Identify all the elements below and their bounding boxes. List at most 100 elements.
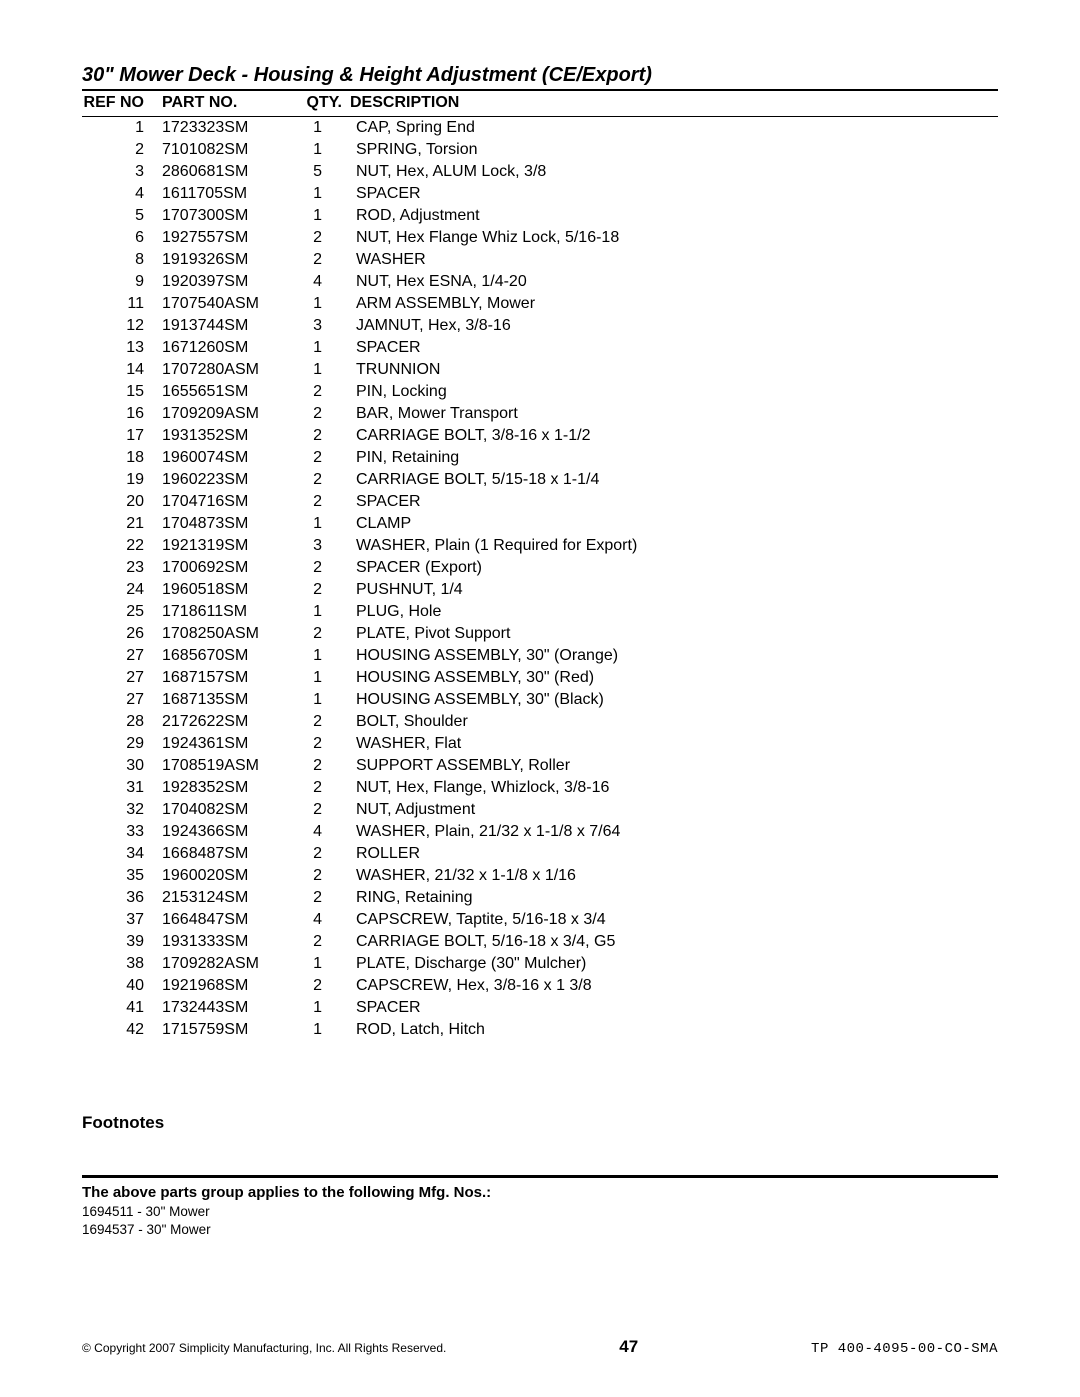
col-header-qty: QTY. (292, 92, 350, 117)
cell-desc: WASHER, Plain, 21/32 x 1-1/8 x 7/64 (350, 821, 998, 843)
cell-part: 1921319SM (162, 535, 292, 557)
cell-qty: 1 (292, 337, 350, 359)
cell-qty: 1 (292, 953, 350, 975)
cell-ref: 22 (82, 535, 162, 557)
cell-part: 1707300SM (162, 205, 292, 227)
cell-ref: 24 (82, 579, 162, 601)
cell-part: 1927557SM (162, 227, 292, 249)
cell-desc: NUT, Adjustment (350, 799, 998, 821)
cell-ref: 21 (82, 513, 162, 535)
cell-qty: 2 (292, 865, 350, 887)
cell-part: 1707540ASM (162, 293, 292, 315)
cell-ref: 23 (82, 557, 162, 579)
cell-qty: 2 (292, 447, 350, 469)
cell-ref: 27 (82, 667, 162, 689)
cell-ref: 31 (82, 777, 162, 799)
table-row: 191960223SM2CARRIAGE BOLT, 5/15-18 x 1-1… (82, 469, 998, 491)
cell-qty: 2 (292, 887, 350, 909)
cell-part: 1924366SM (162, 821, 292, 843)
cell-desc: TRUNNION (350, 359, 998, 381)
cell-ref: 3 (82, 161, 162, 183)
col-header-part: PART NO. (162, 92, 292, 117)
cell-ref: 18 (82, 447, 162, 469)
cell-desc: ROD, Adjustment (350, 205, 998, 227)
cell-ref: 32 (82, 799, 162, 821)
cell-desc: JAMNUT, Hex, 3/8-16 (350, 315, 998, 337)
cell-part: 1919326SM (162, 249, 292, 271)
cell-part: 1687157SM (162, 667, 292, 689)
cell-desc: CAP, Spring End (350, 117, 998, 140)
cell-qty: 4 (292, 271, 350, 293)
cell-ref: 8 (82, 249, 162, 271)
cell-qty: 2 (292, 227, 350, 249)
cell-ref: 1 (82, 117, 162, 140)
cell-qty: 2 (292, 733, 350, 755)
cell-desc: CARRIAGE BOLT, 5/16-18 x 3/4, G5 (350, 931, 998, 953)
table-row: 51707300SM1ROD, Adjustment (82, 205, 998, 227)
cell-part: 1924361SM (162, 733, 292, 755)
cell-qty: 2 (292, 403, 350, 425)
table-row: 201704716SM2SPACER (82, 491, 998, 513)
cell-desc: PLATE, Pivot Support (350, 623, 998, 645)
table-row: 211704873SM1CLAMP (82, 513, 998, 535)
cell-part: 1960518SM (162, 579, 292, 601)
table-row: 351960020SM2WASHER, 21/32 x 1-1/8 x 1/16 (82, 865, 998, 887)
cell-ref: 13 (82, 337, 162, 359)
cell-desc: PUSHNUT, 1/4 (350, 579, 998, 601)
cell-desc: CLAMP (350, 513, 998, 535)
table-row: 241960518SM2PUSHNUT, 1/4 (82, 579, 998, 601)
cell-ref: 28 (82, 711, 162, 733)
cell-qty: 1 (292, 205, 350, 227)
cell-qty: 1 (292, 117, 350, 140)
cell-qty: 2 (292, 249, 350, 271)
table-row: 421715759SM1ROD, Latch, Hitch (82, 1019, 998, 1041)
cell-desc: CARRIAGE BOLT, 5/15-18 x 1-1/4 (350, 469, 998, 491)
cell-qty: 2 (292, 557, 350, 579)
cell-ref: 11 (82, 293, 162, 315)
cell-qty: 2 (292, 755, 350, 777)
cell-desc: PLUG, Hole (350, 601, 998, 623)
cell-part: 1668487SM (162, 843, 292, 865)
cell-part: 1931352SM (162, 425, 292, 447)
cell-desc: ROLLER (350, 843, 998, 865)
table-row: 81919326SM2WASHER (82, 249, 998, 271)
table-header-row: REF NO PART NO. QTY. DESCRIPTION (82, 92, 998, 117)
footer-doc-code: TP 400-4095-00-CO-SMA (811, 1341, 998, 1357)
cell-part: 1708519ASM (162, 755, 292, 777)
cell-desc: NUT, Hex Flange Whiz Lock, 5/16-18 (350, 227, 998, 249)
cell-part: 1715759SM (162, 1019, 292, 1041)
cell-qty: 2 (292, 491, 350, 513)
cell-desc: PLATE, Discharge (30" Mulcher) (350, 953, 998, 975)
cell-qty: 3 (292, 535, 350, 557)
cell-qty: 4 (292, 909, 350, 931)
cell-part: 1723323SM (162, 117, 292, 140)
table-row: 231700692SM2SPACER (Export) (82, 557, 998, 579)
page-footer: © Copyright 2007 Simplicity Manufacturin… (82, 1337, 998, 1357)
cell-desc: HOUSING ASSEMBLY, 30" (Black) (350, 689, 998, 711)
cell-part: 1928352SM (162, 777, 292, 799)
cell-part: 1704082SM (162, 799, 292, 821)
cell-desc: NUT, Hex, Flange, Whizlock, 3/8-16 (350, 777, 998, 799)
table-row: 221921319SM3WASHER, Plain (1 Required fo… (82, 535, 998, 557)
table-row: 362153124SM2RING, Retaining (82, 887, 998, 909)
cell-ref: 25 (82, 601, 162, 623)
cell-part: 1732443SM (162, 997, 292, 1019)
cell-qty: 2 (292, 843, 350, 865)
cell-desc: BAR, Mower Transport (350, 403, 998, 425)
cell-part: 1718611SM (162, 601, 292, 623)
cell-ref: 20 (82, 491, 162, 513)
applies-heading: The above parts group applies to the fol… (82, 1184, 998, 1201)
table-row: 181960074SM2PIN, Retaining (82, 447, 998, 469)
cell-desc: SUPPORT ASSEMBLY, Roller (350, 755, 998, 777)
table-row: 161709209ASM2BAR, Mower Transport (82, 403, 998, 425)
table-row: 371664847SM4CAPSCREW, Taptite, 5/16-18 x… (82, 909, 998, 931)
cell-qty: 1 (292, 997, 350, 1019)
cell-part: 1931333SM (162, 931, 292, 953)
cell-ref: 35 (82, 865, 162, 887)
cell-qty: 1 (292, 183, 350, 205)
cell-part: 1709209ASM (162, 403, 292, 425)
cell-ref: 6 (82, 227, 162, 249)
page-title: 30" Mower Deck - Housing & Height Adjust… (82, 64, 998, 87)
table-row: 331924366SM4WASHER, Plain, 21/32 x 1-1/8… (82, 821, 998, 843)
mfg-line: 1694537 - 30" Mower (82, 1221, 998, 1239)
